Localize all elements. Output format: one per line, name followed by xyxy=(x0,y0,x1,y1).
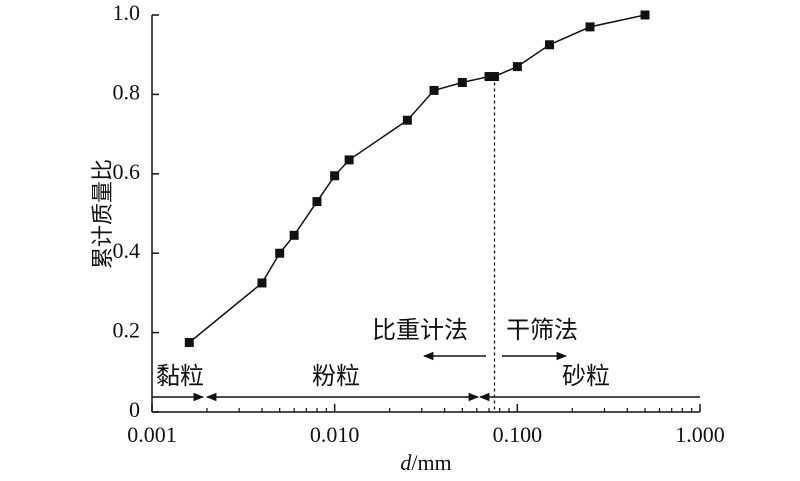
data-point-marker xyxy=(257,278,267,288)
y-ticks: 0 0.2 0.4 0.6 0.8 1.0 xyxy=(113,0,159,422)
y-tick-label: 0 xyxy=(129,397,140,422)
axes xyxy=(151,15,700,413)
x-axis-title-d: d xyxy=(400,450,412,475)
data-point-marker xyxy=(312,197,322,207)
clay-label: 黏粒 xyxy=(156,362,204,390)
x-tick-label: 0.010 xyxy=(310,422,360,447)
series-line xyxy=(188,14,646,344)
data-point-marker xyxy=(512,62,522,72)
data-point-marker xyxy=(344,155,354,165)
y-tick-label: 0.8 xyxy=(113,79,141,104)
x-ticks: 0.001 0.010 0.100 1.000 xyxy=(127,404,725,447)
data-point-marker xyxy=(184,338,194,348)
series-layer xyxy=(184,10,650,348)
data-point-marker xyxy=(457,77,467,87)
y-axis-title: 累计质量比 xyxy=(91,159,116,269)
data-point-marker xyxy=(330,171,340,181)
x-tick-label: 0.001 xyxy=(127,422,177,447)
y-tick-label: 0.2 xyxy=(113,318,141,343)
data-point-marker xyxy=(640,10,650,20)
silt-label: 粉粒 xyxy=(312,362,360,390)
data-point-marker xyxy=(544,40,554,50)
dry-sieve-method-label: 干筛法 xyxy=(506,316,578,344)
data-point-marker xyxy=(585,22,595,32)
data-point-marker xyxy=(484,72,494,82)
x-tick-label: 1.000 xyxy=(675,422,725,447)
y-tick-label: 1.0 xyxy=(113,0,141,25)
y-tick-label: 0.4 xyxy=(113,238,141,263)
x-axis-title: d/mm xyxy=(400,450,451,475)
y-tick-label: 0.6 xyxy=(113,159,141,184)
annotation-layer: 比重计法 干筛法 黏粒 粉粒 砂粒 xyxy=(152,316,700,402)
data-point-marker xyxy=(402,115,412,125)
sand-label: 砂粒 xyxy=(562,362,610,390)
x-axis-title-unit: /mm xyxy=(411,450,451,475)
data-point-marker xyxy=(429,85,439,95)
data-point-marker xyxy=(275,248,285,258)
x-tick-label: 0.100 xyxy=(493,422,543,447)
hydrometer-method-label: 比重计法 xyxy=(372,316,468,344)
data-point-marker xyxy=(289,230,299,240)
